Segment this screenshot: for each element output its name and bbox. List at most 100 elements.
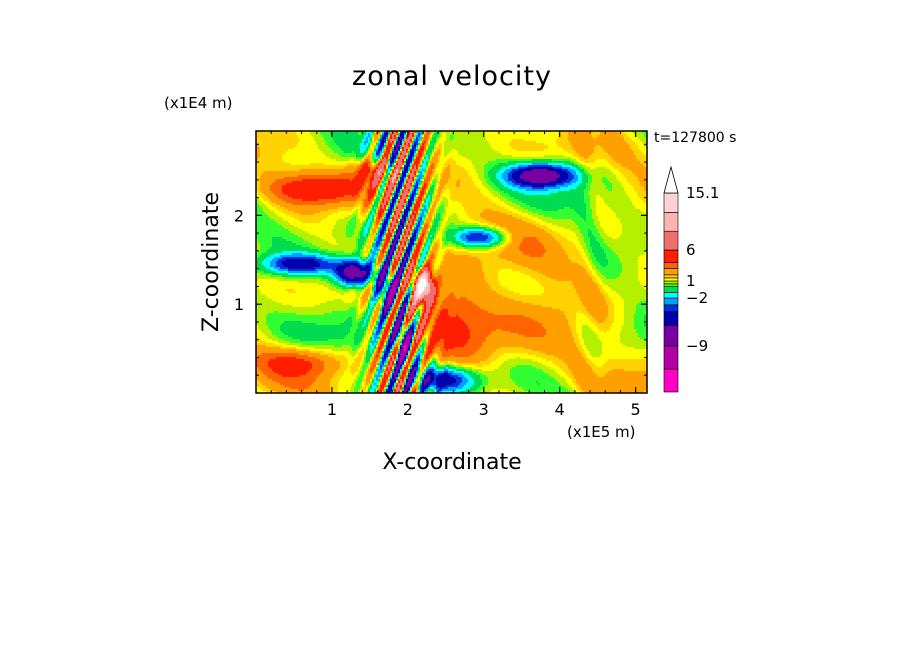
heatmap-cell xyxy=(342,173,345,176)
heatmap-cell xyxy=(606,161,609,164)
heatmap-cell xyxy=(608,163,611,166)
heatmap-cell xyxy=(566,155,569,158)
heatmap-cell xyxy=(600,179,603,182)
heatmap-cell xyxy=(640,177,643,180)
heatmap-cell xyxy=(488,145,491,148)
heatmap-cell xyxy=(596,147,599,150)
heatmap-cell xyxy=(552,153,555,156)
heatmap-cell xyxy=(454,149,457,152)
heatmap-cell xyxy=(442,165,445,168)
heatmap-cell xyxy=(274,131,277,134)
heatmap-cell xyxy=(380,179,383,182)
heatmap-cell xyxy=(402,163,405,166)
heatmap-cell xyxy=(536,145,539,148)
heatmap-cell xyxy=(336,177,339,180)
heatmap-cell xyxy=(432,131,435,134)
heatmap-cell xyxy=(484,131,487,134)
heatmap-cell xyxy=(426,171,429,174)
heatmap-cell xyxy=(284,179,287,182)
heatmap-cell xyxy=(454,171,457,174)
heatmap-cell xyxy=(422,147,425,150)
heatmap-cell xyxy=(434,145,437,148)
heatmap-cell xyxy=(398,135,401,138)
heatmap-cell xyxy=(544,163,547,166)
heatmap-cell xyxy=(474,155,477,158)
heatmap-cell xyxy=(350,165,353,168)
heatmap-cell xyxy=(294,147,297,150)
heatmap-cell xyxy=(316,149,319,152)
heatmap-cell xyxy=(576,159,579,162)
heatmap-cell xyxy=(538,141,541,144)
heatmap-cell xyxy=(446,163,449,166)
heatmap-cell xyxy=(394,159,397,162)
heatmap-cell xyxy=(418,157,421,160)
heatmap-cell xyxy=(470,171,473,174)
heatmap-cell xyxy=(316,173,319,176)
heatmap-cell xyxy=(446,139,449,142)
heatmap-cell xyxy=(264,177,267,180)
heatmap-cell xyxy=(608,153,611,156)
heatmap-cell xyxy=(276,173,279,176)
heatmap-cell xyxy=(300,169,303,172)
heatmap-cell xyxy=(436,137,439,140)
heatmap-cell xyxy=(572,179,575,182)
heatmap-cell xyxy=(388,147,391,150)
heatmap-cell xyxy=(302,175,305,178)
heatmap-cell xyxy=(290,161,293,164)
heatmap-cell xyxy=(260,171,263,174)
heatmap-cell xyxy=(430,153,433,156)
heatmap-cell xyxy=(334,175,337,178)
heatmap-cell xyxy=(538,175,541,178)
heatmap-cell xyxy=(502,175,505,178)
heatmap-cell xyxy=(304,149,307,152)
heatmap-cell xyxy=(424,149,427,152)
heatmap-cell xyxy=(450,153,453,156)
heatmap-cell xyxy=(622,161,625,164)
heatmap-cell xyxy=(642,171,645,174)
heatmap-cell xyxy=(444,137,447,140)
heatmap-cell xyxy=(372,179,375,182)
heatmap-cell xyxy=(598,137,601,140)
heatmap-cell xyxy=(404,145,407,148)
heatmap-cell xyxy=(262,141,265,144)
heatmap-cell xyxy=(572,155,575,158)
heatmap-cell xyxy=(312,133,315,136)
heatmap-cell xyxy=(528,149,531,152)
heatmap-cell xyxy=(456,149,459,152)
heatmap-cell xyxy=(348,169,351,172)
heatmap-cell xyxy=(340,153,343,156)
heatmap-cell xyxy=(610,155,613,158)
heatmap-cell xyxy=(340,163,343,166)
heatmap-cell xyxy=(338,169,341,172)
heatmap-cell xyxy=(380,131,383,134)
heatmap-cell xyxy=(572,137,575,140)
heatmap-cell xyxy=(462,147,465,150)
heatmap-cell xyxy=(508,145,511,148)
heatmap-cell xyxy=(520,139,523,142)
heatmap-cell xyxy=(566,139,569,142)
heatmap-cell xyxy=(274,165,277,168)
heatmap-cell xyxy=(360,155,363,158)
heatmap-cell xyxy=(572,165,575,168)
heatmap-cell xyxy=(426,141,429,144)
heatmap-cell xyxy=(510,143,513,146)
heatmap-cell xyxy=(538,157,541,160)
heatmap-cell xyxy=(596,139,599,142)
heatmap-cell xyxy=(548,153,551,156)
heatmap-cell xyxy=(358,153,361,156)
heatmap-cell xyxy=(284,137,287,140)
heatmap-cell xyxy=(406,165,409,168)
heatmap-cell xyxy=(282,147,285,150)
heatmap-cell xyxy=(504,153,507,156)
heatmap-cell xyxy=(288,175,291,178)
heatmap-cell xyxy=(282,141,285,144)
heatmap-cell xyxy=(476,155,479,158)
heatmap-cell xyxy=(434,137,437,140)
heatmap-cell xyxy=(458,163,461,166)
heatmap-cell xyxy=(286,153,289,156)
heatmap-cell xyxy=(280,155,283,158)
heatmap-cell xyxy=(404,133,407,136)
heatmap-cell xyxy=(420,167,423,170)
heatmap-cell xyxy=(636,153,639,156)
heatmap-cell xyxy=(448,135,451,138)
